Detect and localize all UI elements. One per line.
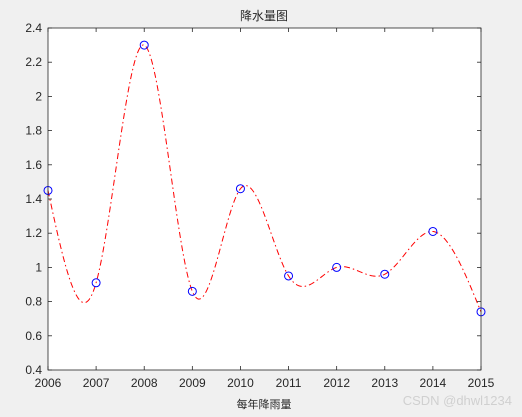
x-tick-label: 2015 [468,376,495,390]
y-tick-label: 0.8 [25,295,42,309]
y-tick-label: 1.2 [25,226,42,240]
y-tick-label: 2.2 [25,55,42,69]
watermark: CSDN @dhwl1234 [403,393,512,408]
y-tick-label: 1 [35,260,42,274]
data-point [187,286,197,296]
curve-layer [47,44,482,313]
interpolated-curve [47,44,482,313]
data-point [332,262,342,272]
data-point [139,40,149,50]
x-tick-label: 2011 [276,376,302,390]
y-tick-label: 1.8 [25,124,42,138]
y-tick-label: 2.4 [25,21,42,35]
x-tick-label: 2010 [227,376,254,390]
x-tick-label: 2009 [179,376,206,390]
data-point [380,269,390,279]
data-point [428,226,438,236]
y-tick-label: 2 [35,89,42,103]
x-tick-label: 2012 [323,376,350,390]
y-tick-label: 1.4 [25,192,42,206]
y-tick-label: 1.6 [25,158,42,172]
data-point [284,271,294,281]
x-tick-label: 2007 [83,376,110,390]
data-point [91,278,101,288]
y-tick-label: 0.6 [25,329,42,343]
x-tick-label: 2013 [371,376,398,390]
x-tick-label: 2006 [35,376,62,390]
plot-area [48,28,481,370]
x-tick-label: 2008 [131,376,158,390]
x-axis-label: 每年降雨量 [237,397,292,411]
y-tick-label: 0.4 [25,363,42,377]
chart-title: 降水量图 [240,9,288,23]
x-tick-label: 2014 [420,376,447,390]
tick-layer: 2006 2007 2008 2009 2010 2011 2012 2013 2014 2015… [25,21,494,390]
data-point [235,184,245,194]
